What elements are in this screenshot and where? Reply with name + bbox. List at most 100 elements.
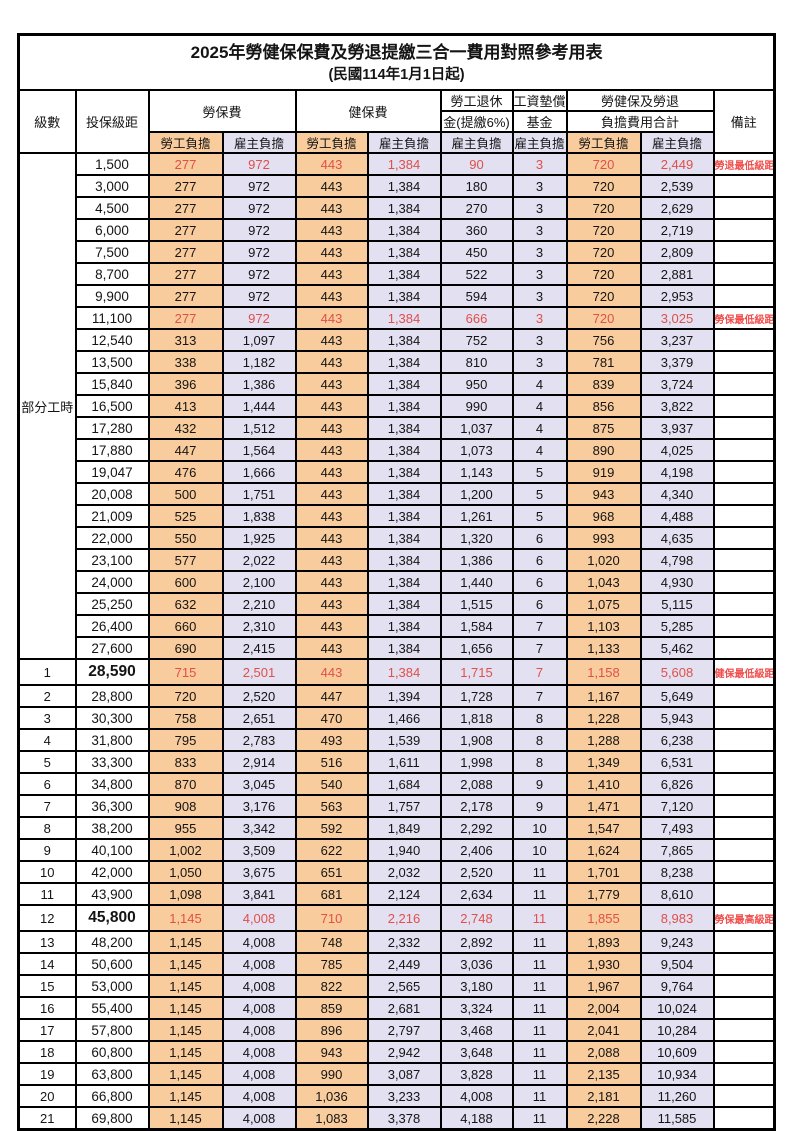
value-cell: 1,940 — [366, 838, 442, 862]
table-row: 13 48,200 1,145 4,008 748 2,332 2,892 11 1,893 9,… — [17, 930, 776, 954]
value-cell: 594 — [439, 284, 514, 308]
value-cell: 2,088 — [439, 772, 514, 796]
value-cell: 277 — [147, 240, 224, 264]
value-cell: 1,656 — [439, 636, 514, 660]
value-cell: 443 — [294, 504, 369, 528]
value-cell: 277 — [147, 306, 224, 330]
note-cell — [712, 592, 776, 616]
value-cell: 1,471 — [565, 794, 642, 818]
bracket-cell: 43,900 — [74, 882, 150, 906]
table-row: 19 63,800 1,145 4,008 990 3,087 3,828 11 2,135 10… — [17, 1062, 776, 1086]
value-cell: 4,635 — [639, 526, 715, 550]
table-row: 21 69,800 1,145 4,008 1,083 3,378 4,188 11 2,228… — [17, 1106, 776, 1131]
value-cell: 2,651 — [221, 706, 297, 730]
value-cell: 7 — [511, 684, 568, 708]
note-cell — [712, 174, 776, 198]
value-cell: 1,002 — [147, 838, 224, 862]
value-cell: 2,449 — [366, 952, 442, 976]
table-row: 1 28,590 715 2,501 443 1,384 1,715 7 1,158 5,608 健… — [17, 658, 776, 686]
value-cell: 833 — [147, 750, 224, 774]
bracket-cell: 34,800 — [74, 772, 150, 796]
value-cell: 2,634 — [439, 882, 514, 906]
note-cell — [712, 684, 776, 708]
value-cell: 1,386 — [439, 548, 514, 572]
bracket-cell: 7,500 — [74, 240, 150, 264]
bracket-cell: 1,500 — [74, 152, 150, 176]
value-cell: 2,719 — [639, 218, 715, 242]
value-cell: 2,004 — [565, 996, 642, 1020]
table-row: 17,880 447 1,564 443 1,384 1,073 4 890 4,025 — [19, 438, 776, 462]
table-row: 17,280 432 1,512 443 1,384 1,037 4 875 3,937 — [19, 416, 776, 440]
table-row: 11 43,900 1,098 3,841 681 2,124 2,634 11 1,779 8,… — [17, 882, 776, 906]
level-cell: 2 — [17, 684, 77, 708]
table-row: 12,540 313 1,097 443 1,384 752 3 756 3,237 — [19, 328, 776, 352]
value-cell: 11 — [511, 1040, 568, 1064]
value-cell: 1,384 — [366, 438, 442, 462]
value-cell: 277 — [147, 196, 224, 220]
value-cell: 1,384 — [366, 592, 442, 616]
value-cell: 1,384 — [366, 548, 442, 572]
level-cell: 12 — [17, 904, 77, 932]
bracket-cell: 15,840 — [74, 372, 150, 396]
bracket-cell: 26,400 — [74, 614, 150, 638]
reference-table-sheet: 2025年勞健保保費及勞退提繳三合一費用對照參考用表 (民國114年1月1日起)… — [17, 33, 777, 1131]
value-cell: 11 — [511, 930, 568, 954]
level-cell: 7 — [17, 794, 77, 818]
value-cell: 447 — [147, 438, 224, 462]
value-cell: 443 — [294, 526, 369, 550]
value-cell: 3,828 — [439, 1062, 514, 1086]
level-cell: 17 — [17, 1018, 77, 1042]
value-cell: 1,440 — [439, 570, 514, 594]
value-cell: 1,145 — [147, 1084, 224, 1108]
value-cell: 972 — [221, 240, 297, 264]
value-cell: 4 — [511, 438, 568, 462]
note-cell — [712, 218, 776, 242]
value-cell: 890 — [565, 438, 642, 462]
value-cell: 622 — [294, 838, 369, 862]
value-cell: 1,930 — [565, 952, 642, 976]
value-cell: 1,384 — [366, 174, 442, 198]
value-cell: 3 — [511, 152, 568, 176]
value-cell: 2,135 — [565, 1062, 642, 1086]
value-cell: 6,826 — [639, 772, 715, 796]
value-cell: 785 — [294, 952, 369, 976]
value-cell: 950 — [439, 372, 514, 396]
note-cell — [712, 1062, 776, 1086]
value-cell: 2,942 — [366, 1040, 442, 1064]
note-cell — [712, 394, 776, 418]
value-cell: 3,324 — [439, 996, 514, 1020]
header-row-3: 勞工負擔 雇主負擔 勞工負擔 雇主負擔 雇主負擔 雇主負擔 勞工負擔 雇主負擔 — [19, 131, 775, 154]
note-cell — [712, 750, 776, 774]
header-labor-worker: 勞工負擔 — [147, 131, 224, 154]
value-cell: 968 — [565, 504, 642, 528]
bracket-cell: 22,000 — [74, 526, 150, 550]
header-pension-line1: 勞工退休 — [439, 89, 514, 112]
bracket-cell: 50,600 — [74, 952, 150, 976]
value-cell: 4,008 — [221, 904, 297, 932]
value-cell: 943 — [294, 1040, 369, 1064]
value-cell: 7 — [511, 658, 568, 686]
value-cell: 3,378 — [366, 1106, 442, 1131]
bracket-cell: 12,540 — [74, 328, 150, 352]
value-cell: 972 — [221, 174, 297, 198]
note-cell — [712, 706, 776, 730]
table-row: 24,000 600 2,100 443 1,384 1,440 6 1,043 4,930 — [19, 570, 776, 594]
value-cell: 3,509 — [221, 838, 297, 862]
value-cell: 493 — [294, 728, 369, 752]
value-cell: 6 — [511, 592, 568, 616]
bracket-cell: 19,047 — [74, 460, 150, 484]
value-cell: 720 — [565, 218, 642, 242]
table-row: 11,100 277 972 443 1,384 666 3 720 3,025 勞保最低級距 — [19, 306, 776, 330]
level-cell: 5 — [17, 750, 77, 774]
table-row: 23,100 577 2,022 443 1,384 1,386 6 1,020 4,798 — [19, 548, 776, 572]
value-cell: 3,036 — [439, 952, 514, 976]
value-cell: 1,384 — [366, 152, 442, 176]
value-cell: 443 — [294, 482, 369, 506]
table-row: 4,500 277 972 443 1,384 270 3 720 2,629 — [19, 196, 776, 220]
table-row: 2 28,800 720 2,520 447 1,394 1,728 7 1,167 5,649 — [17, 684, 776, 708]
value-cell: 6 — [511, 526, 568, 550]
value-cell: 1,145 — [147, 930, 224, 954]
header-row-1: 級數 投保級距 勞保費 健保費 勞工退休 工資墊償 勞健保及勞退 備註 — [17, 89, 776, 154]
bracket-cell: 30,300 — [74, 706, 150, 730]
value-cell: 1,073 — [439, 438, 514, 462]
